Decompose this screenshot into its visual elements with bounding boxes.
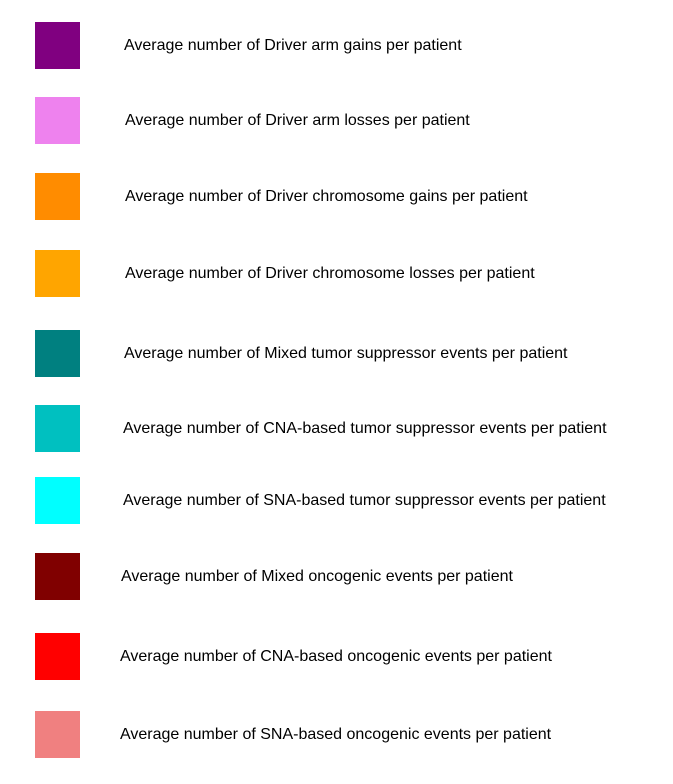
legend-item-driver-arm-gains: Average number of Driver arm gains per p…: [0, 22, 673, 70]
legend-item-cna-tumor-suppressor: Average number of CNA-based tumor suppre…: [0, 405, 673, 453]
legend-swatch: [35, 711, 80, 758]
legend-item-cna-oncogenic: Average number of CNA-based oncogenic ev…: [0, 633, 673, 681]
legend-label: Average number of SNA-based tumor suppre…: [123, 492, 606, 509]
legend-label: Average number of Driver arm losses per …: [125, 112, 470, 129]
legend-item-driver-chromosome-losses: Average number of Driver chromosome loss…: [0, 250, 673, 298]
legend-swatch: [35, 22, 80, 69]
legend-label: Average number of SNA-based oncogenic ev…: [120, 726, 552, 743]
legend-swatch: [35, 330, 80, 377]
legend-swatch: [35, 477, 80, 524]
legend-item-sna-tumor-suppressor: Average number of SNA-based tumor suppre…: [0, 477, 673, 525]
legend-swatch: [35, 173, 80, 220]
legend-swatch: [35, 250, 80, 297]
legend-swatch: [35, 405, 80, 452]
legend-label: Average number of Mixed tumor suppressor…: [124, 345, 568, 362]
legend-label: Average number of Mixed oncogenic events…: [121, 568, 513, 585]
legend-label: Average number of CNA-based tumor suppre…: [123, 420, 607, 437]
legend-item-mixed-tumor-suppressor: Average number of Mixed tumor suppressor…: [0, 330, 673, 378]
legend-item-sna-oncogenic: Average number of SNA-based oncogenic ev…: [0, 711, 673, 759]
legend-label: Average number of Driver chromosome loss…: [125, 265, 535, 282]
legend-item-mixed-oncogenic: Average number of Mixed oncogenic events…: [0, 553, 673, 601]
legend-item-driver-arm-losses: Average number of Driver arm losses per …: [0, 97, 673, 145]
legend-swatch: [35, 553, 80, 600]
legend-item-driver-chromosome-gains: Average number of Driver chromosome gain…: [0, 173, 673, 221]
legend-swatch: [35, 97, 80, 144]
legend-swatch: [35, 633, 80, 680]
legend-label: Average number of Driver arm gains per p…: [124, 37, 462, 54]
legend-label: Average number of Driver chromosome gain…: [125, 188, 528, 205]
legend-label: Average number of CNA-based oncogenic ev…: [120, 648, 552, 665]
